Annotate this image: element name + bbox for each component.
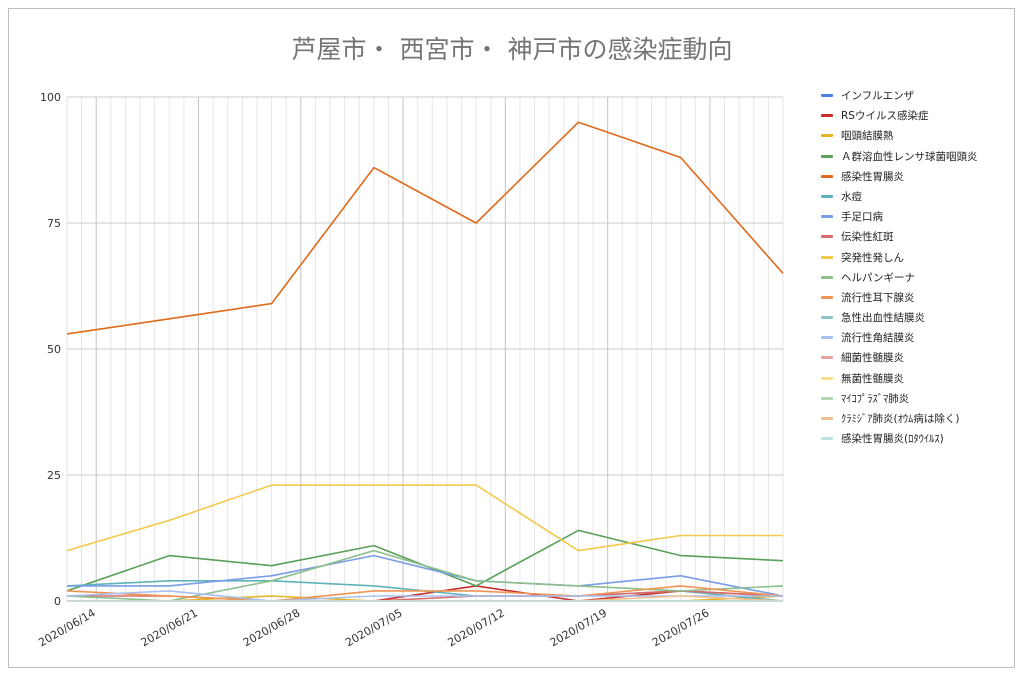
- y-tick-label: 75: [47, 217, 61, 230]
- legend-swatch: [821, 396, 833, 400]
- legend-swatch: [821, 235, 833, 239]
- legend-label: ヘルパンギーナ: [841, 271, 916, 284]
- legend-item: RSウイルス感染症: [821, 108, 1021, 128]
- legend-label: 無菌性髄膜炎: [841, 372, 904, 385]
- legend-label: 咽頭結膜熱: [841, 130, 894, 143]
- legend-item: ﾏｲｺﾌﾟﾗｽﾞﾏ肺炎: [821, 391, 1021, 411]
- chart-title: 芦屋市・ 西宮市・ 神戸市の感染症動向: [291, 35, 733, 64]
- x-tick-label: 2020/07/19: [548, 606, 609, 649]
- legend-label: 伝染性紅斑: [841, 231, 894, 244]
- legend-item: 無菌性髄膜炎: [821, 371, 1021, 391]
- legend-label: RSウイルス感染症: [841, 110, 929, 123]
- legend-item: 咽頭結膜熱: [821, 128, 1021, 148]
- legend-swatch: [821, 316, 833, 320]
- legend-swatch: [821, 94, 833, 97]
- legend-label: インフルエンザ: [841, 90, 915, 102]
- legend-label: 突発性発しん: [841, 251, 904, 264]
- y-tick-label: 100: [40, 91, 61, 104]
- legend-label: ﾏｲｺﾌﾟﾗｽﾞﾏ肺炎: [841, 392, 910, 405]
- legend-swatch: [821, 336, 833, 340]
- legend-label: ｸﾗﾐｼﾞｱ肺炎(ｵｳﾑ病は除く): [841, 413, 960, 425]
- y-tick-label: 50: [47, 343, 61, 356]
- x-tick-label: 2020/06/28: [241, 606, 302, 649]
- series-line-12: [66, 590, 783, 602]
- legend-label: 細菌性髄膜炎: [841, 352, 904, 365]
- legend-item: 感染性胃腸炎: [821, 169, 1021, 189]
- legend-label: Ａ群溶血性レンサ球菌咽頭炎: [841, 150, 978, 163]
- legend-swatch: [821, 417, 833, 420]
- legend-item: 突発性発しん: [821, 250, 1021, 270]
- legend-item: インフルエンザ: [821, 88, 1021, 108]
- legend-item: 伝染性紅斑: [821, 229, 1021, 249]
- chart-legend: インフルエンザ RSウイルス感染症 咽頭結膜熱 Ａ群溶血性レンサ球菌咽頭炎 感染性胃腸炎…: [821, 88, 1021, 451]
- legend-swatch: [821, 255, 833, 259]
- legend-item: ｸﾗﾐｼﾞｱ肺炎(ｵｳﾑ病は除く): [821, 411, 1021, 431]
- x-tick-label: 2020/07/05: [343, 606, 404, 649]
- series-line-6: [67, 554, 784, 597]
- legend-label: 手足口病: [841, 211, 883, 224]
- legend-label: 流行性耳下腺炎: [841, 291, 915, 304]
- legend-item: 流行性角結膜炎: [821, 330, 1021, 350]
- legend-swatch: [821, 275, 833, 279]
- legend-swatch: [821, 295, 833, 299]
- legend-item: ヘルパンギーナ: [821, 270, 1021, 290]
- legend-swatch: [821, 437, 833, 441]
- legend-swatch: [821, 215, 833, 219]
- legend-label: 感染性胃腸炎: [841, 170, 904, 183]
- legend-swatch: [821, 194, 833, 198]
- legend-label: 急性出血性結膜炎: [841, 312, 925, 325]
- legend-swatch: [821, 154, 833, 158]
- legend-item: Ａ群溶血性レンサ球菌咽頭炎: [821, 149, 1021, 169]
- legend-swatch: [821, 174, 833, 178]
- chart-frame: [8, 8, 1015, 668]
- series-line-3: [66, 529, 784, 592]
- x-tick-label: 2020/06/14: [36, 606, 97, 649]
- legend-item: 流行性耳下腺炎: [821, 290, 1021, 310]
- series-line-8: [66, 484, 783, 552]
- y-tick-label: 25: [47, 469, 61, 482]
- series-line-4: [66, 121, 784, 335]
- legend-item: 水痘: [821, 189, 1021, 209]
- legend-label: 水痘: [841, 190, 862, 203]
- legend-item: 細菌性髄膜炎: [821, 350, 1021, 370]
- series-line-10: [66, 585, 784, 602]
- legend-swatch: [821, 376, 833, 380]
- legend-label: 流行性角結膜炎: [841, 332, 915, 345]
- legend-swatch: [821, 134, 833, 138]
- legend-swatch: [821, 114, 833, 118]
- y-tick-label: 0: [54, 595, 61, 608]
- legend-item: 急性出血性結膜炎: [821, 310, 1021, 330]
- x-tick-label: 2020/07/26: [650, 606, 711, 649]
- legend-item: 感染性胃腸炎(ﾛﾀｳｲﾙｽ): [821, 431, 1021, 451]
- x-tick-label: 2020/07/12: [445, 606, 506, 649]
- legend-label: 感染性胃腸炎(ﾛﾀｳｲﾙｽ): [841, 433, 944, 446]
- legend-swatch: [821, 356, 833, 360]
- x-tick-label: 2020/06/21: [139, 606, 200, 649]
- legend-item: 手足口病: [821, 209, 1021, 229]
